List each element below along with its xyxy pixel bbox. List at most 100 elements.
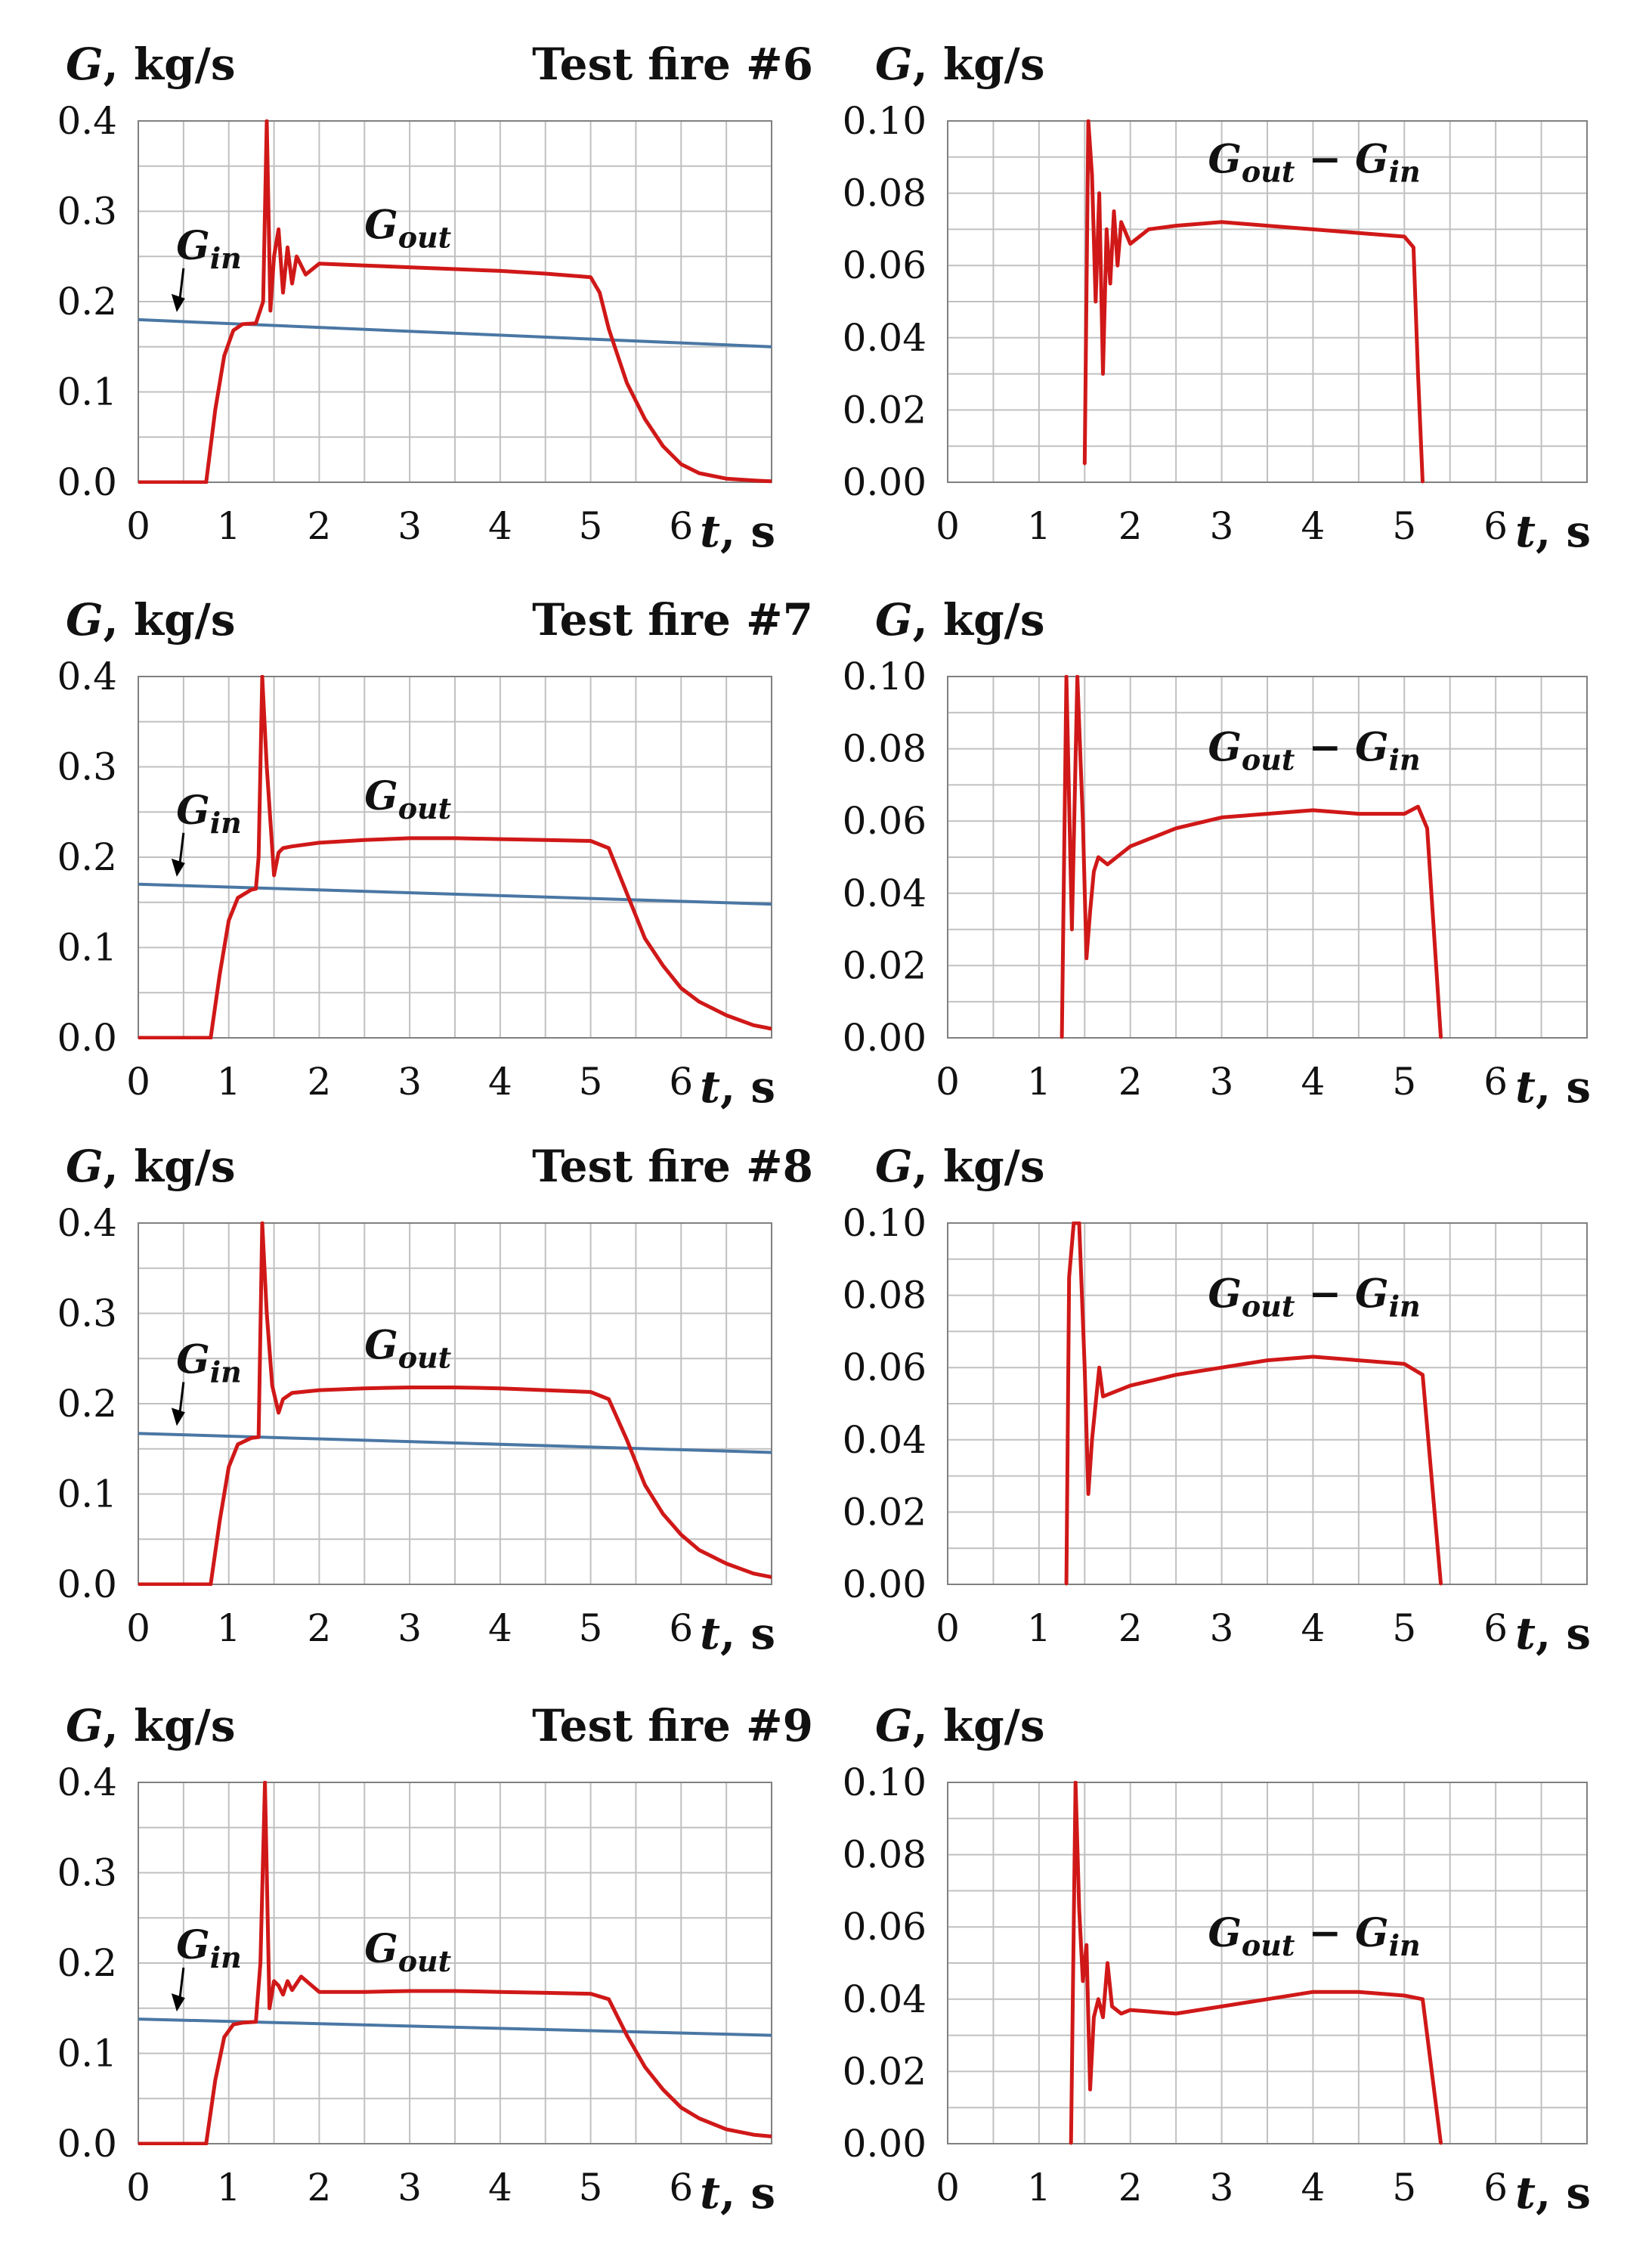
data-point <box>1357 231 1360 234</box>
data-point <box>363 1990 366 1993</box>
data-point <box>1106 863 1109 866</box>
chart-panel-7: 0.00.10.20.30.40 1 2 3 4 5 6 t, sG, kg/s Test fi… <box>57 1700 813 2219</box>
x-tick-label: 2 <box>1118 504 1143 548</box>
x-tick-label: 1 <box>1027 2166 1051 2209</box>
annotation-diff-b: G <box>1355 1910 1388 1956</box>
x-tick-label: 6 <box>1483 1606 1508 1650</box>
annotation-g-in: Gin <box>176 1922 242 1974</box>
data-point <box>317 1389 320 1392</box>
x-axis-label-var: t <box>700 1608 720 1659</box>
y-axis-label-unit: , kg/s <box>913 39 1045 90</box>
x-tick-label: 3 <box>1210 1060 1234 1104</box>
y-tick-label: 0.00 <box>843 460 927 504</box>
data-point <box>291 282 293 285</box>
data-point <box>1068 1276 1071 1279</box>
annotation-diff-b: G <box>1355 725 1388 771</box>
data-point <box>752 2133 755 2136</box>
y-tick-label: 0.06 <box>843 799 927 843</box>
y-axis-label: G, kg/s <box>875 1141 1045 1192</box>
plot-frame <box>138 1782 772 2144</box>
annotation-arrow-head <box>171 293 185 312</box>
y-tick-label: 0.1 <box>57 2032 117 2076</box>
x-tick-label: 4 <box>1301 1060 1326 1104</box>
annotation-arrow-head <box>171 858 185 877</box>
data-point <box>273 1980 276 1983</box>
annotation-g-in: Gin <box>176 223 242 275</box>
series-line-g-in <box>138 882 772 906</box>
annotation-diff-a: G <box>1208 725 1241 771</box>
y-tick-label: 0.3 <box>57 190 117 234</box>
y-axis-label-unit: , kg/s <box>104 594 236 646</box>
x-tick-label: 5 <box>1392 1606 1416 1650</box>
y-tick-label: 0.02 <box>843 1490 927 1534</box>
data-point <box>227 919 230 922</box>
data-point <box>608 847 610 850</box>
annotation-g-in-main: G <box>176 1922 209 1968</box>
annotation-g-out-minus-g-in: Gout − Gin <box>1208 1910 1420 1962</box>
x-tick-label: 3 <box>398 2166 422 2209</box>
data-point <box>138 2142 140 2145</box>
y-tick-label: 0.0 <box>57 1562 117 1606</box>
series-line-g-out <box>138 1781 772 2145</box>
annotation-g-out-sub: out <box>398 221 452 255</box>
x-tick-label: 1 <box>1027 1606 1051 1650</box>
data-point <box>626 1438 628 1441</box>
y-tick-label: 0.08 <box>843 1833 927 1877</box>
data-point <box>661 1513 664 1516</box>
series-group <box>1082 119 1425 484</box>
y-tick-label: 0.1 <box>57 370 117 414</box>
series-group <box>138 1222 772 1586</box>
x-axis-label: t, s <box>700 2167 775 2219</box>
data-point <box>282 847 284 850</box>
annotation-g-in-main: G <box>176 1336 209 1383</box>
data-point <box>1102 373 1104 376</box>
x-tick-label: 5 <box>579 1060 603 1104</box>
x-axis-label: t, s <box>1515 2167 1591 2219</box>
data-point <box>608 1398 610 1401</box>
data-point <box>232 2023 235 2026</box>
x-tick-label: 2 <box>308 504 332 548</box>
x-tick-label: 2 <box>1118 1060 1143 1104</box>
data-point <box>1076 675 1079 678</box>
x-tick-label: 1 <box>217 2166 241 2209</box>
data-point <box>363 1387 366 1390</box>
data-point <box>1129 1384 1132 1387</box>
x-tick-label: 0 <box>126 504 150 548</box>
data-point <box>291 1989 293 1992</box>
x-axis-label-unit: , s <box>720 1061 775 1113</box>
data-point <box>255 2020 258 2024</box>
data-point <box>1102 2016 1104 2019</box>
chart-title: Test fire #7 <box>532 594 813 646</box>
data-point <box>138 318 140 321</box>
data-point <box>599 291 601 294</box>
data-point <box>264 1781 267 1784</box>
y-axis-label: G, kg/s <box>875 1700 1045 1751</box>
annotation-diff-minus: − <box>1295 137 1355 183</box>
chart-panel-2: 0.000.020.040.060.080.100 1 2 3 4 5 6 t, sG, kg… <box>843 39 1591 557</box>
x-tick-label: 4 <box>1301 2166 1326 2209</box>
data-point <box>1440 1036 1443 1039</box>
series-line-g-out-g-in <box>1082 119 1425 483</box>
data-point <box>1147 228 1150 231</box>
y-tick-label: 0.02 <box>843 2049 927 2093</box>
data-point <box>544 1389 547 1392</box>
annotation-diff-b-sub: in <box>1389 155 1421 189</box>
x-tick-label: 3 <box>1210 1606 1234 1650</box>
data-point <box>1403 235 1406 238</box>
data-point <box>1089 910 1091 913</box>
x-axis-label-var: t <box>700 506 720 557</box>
data-point <box>265 119 268 122</box>
x-axis-label: t, s <box>1515 1061 1591 1113</box>
x-axis-label-unit: , s <box>1536 506 1591 557</box>
annotation-g-out-minus-g-in: Gout − Gin <box>1208 137 1420 189</box>
data-point <box>752 1023 755 1027</box>
data-point <box>1311 228 1314 231</box>
x-tick-label: 2 <box>308 2166 332 2209</box>
series-group <box>138 1781 772 2145</box>
x-tick-label: 3 <box>1210 504 1234 548</box>
data-point <box>1174 827 1177 830</box>
data-point <box>1087 1493 1090 1495</box>
x-tick-label: 3 <box>1210 2166 1234 2209</box>
data-point <box>1065 1583 1068 1586</box>
